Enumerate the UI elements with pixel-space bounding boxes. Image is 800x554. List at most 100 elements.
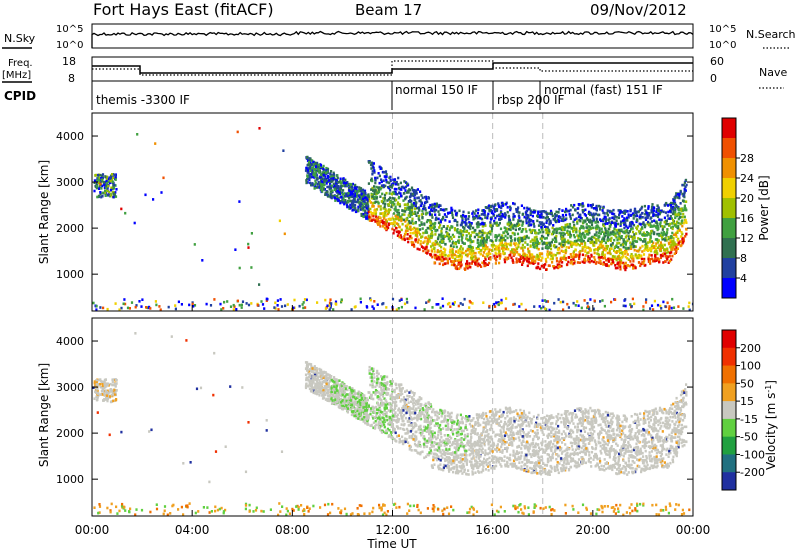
echo-cell	[413, 245, 416, 248]
echo-cell	[437, 217, 440, 221]
echo-cell	[499, 252, 502, 256]
echo-cell	[658, 218, 661, 221]
echo-cell	[439, 219, 442, 222]
echo-cell	[597, 256, 600, 259]
echo-cell	[647, 214, 651, 217]
echo-cell	[655, 249, 658, 253]
echo-cell	[578, 244, 581, 247]
echo-cell	[509, 208, 512, 212]
echo-cell	[535, 238, 539, 241]
echo-cell	[495, 221, 498, 225]
echo-cell	[611, 242, 614, 245]
echo-cell	[453, 446, 456, 449]
echo-cell	[542, 230, 545, 234]
echo-cell	[367, 199, 370, 203]
colorbar-tick-label: 4	[740, 272, 747, 285]
echo-cell	[474, 262, 477, 265]
echo-cell	[316, 161, 319, 165]
echo-cell	[567, 246, 570, 249]
echo-cell	[446, 259, 449, 263]
echo-cell	[432, 244, 435, 247]
echo-cell	[631, 230, 635, 234]
echo-cell	[536, 429, 539, 432]
echo-cell	[559, 234, 563, 238]
echo-cell	[488, 261, 491, 265]
echo-cell	[577, 428, 580, 432]
echo-cell	[379, 187, 382, 191]
echo-cell	[547, 218, 551, 221]
echo-cell	[651, 243, 654, 247]
echo-cell	[559, 259, 563, 262]
echo-cell	[453, 261, 456, 264]
echo-cell	[564, 256, 568, 260]
echo-cell	[586, 246, 589, 249]
echo-cell	[604, 231, 607, 235]
echo-cell	[595, 231, 598, 234]
echo-cell	[464, 217, 467, 221]
echo-cell	[571, 213, 574, 217]
echo-cell	[395, 180, 398, 184]
echo-cell	[397, 208, 400, 212]
echo-cell	[96, 389, 99, 393]
echo-cell	[610, 300, 613, 304]
echo-cell	[677, 208, 680, 212]
echo-cell	[388, 176, 391, 180]
echo-cell	[512, 459, 516, 463]
echo-cell	[558, 208, 561, 211]
echo-cell	[409, 210, 412, 213]
echo-cell	[613, 217, 616, 221]
echo-cell	[358, 203, 361, 207]
echo-cell	[355, 400, 358, 404]
echo-cell	[411, 192, 414, 196]
echo-cell	[650, 304, 654, 307]
echo-cell	[555, 210, 558, 214]
echo-cell	[581, 232, 584, 236]
echo-cell	[650, 231, 653, 235]
echo-cell	[680, 243, 683, 247]
echo-cell	[385, 173, 388, 176]
echo-cell	[408, 235, 412, 238]
echo-cell	[436, 217, 439, 221]
echo-cell	[356, 185, 359, 189]
echo-cell	[391, 183, 394, 187]
echo-cell	[416, 227, 419, 231]
echo-cell	[114, 176, 117, 179]
echo-cell	[330, 184, 334, 188]
echo-cell	[456, 231, 459, 234]
echo-cell	[389, 208, 392, 212]
echo-cell	[609, 233, 612, 236]
echo-cell	[539, 253, 542, 257]
echo-cell	[682, 240, 685, 244]
echo-cell	[566, 229, 569, 233]
echo-cell	[112, 173, 115, 176]
echo-cell	[451, 242, 454, 245]
echo-cell	[500, 240, 503, 244]
echo-cell	[222, 307, 225, 310]
echo-cell	[647, 445, 650, 448]
echo-cell	[502, 246, 505, 250]
echo-cell	[434, 218, 437, 221]
echo-cell	[602, 256, 605, 260]
echo-cell	[471, 257, 474, 260]
echo-cell	[677, 424, 680, 428]
echo-cell	[685, 208, 688, 212]
echo-cell	[614, 215, 617, 218]
echo-cell	[545, 236, 548, 240]
echo-cell	[635, 226, 638, 229]
echo-cell	[623, 219, 626, 222]
echo-cell	[431, 222, 434, 226]
echo-cell	[667, 250, 670, 254]
echo-cell	[107, 194, 110, 197]
echo-cell	[456, 220, 459, 224]
echo-cell	[548, 308, 551, 311]
echo-cell	[571, 205, 575, 209]
echo-cell	[617, 264, 620, 267]
echo-cell	[610, 247, 613, 250]
echo-cell	[330, 396, 333, 399]
echo-cell	[474, 255, 477, 259]
echo-cell	[670, 251, 673, 254]
echo-cell	[588, 261, 591, 264]
echo-cell	[590, 235, 593, 239]
echo-cell	[456, 223, 459, 227]
echo-cell	[451, 216, 455, 219]
